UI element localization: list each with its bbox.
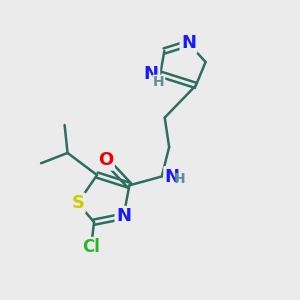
Text: S: S xyxy=(71,194,84,212)
Text: Cl: Cl xyxy=(82,238,100,256)
Text: N: N xyxy=(116,207,131,225)
Text: N: N xyxy=(144,65,159,83)
Text: O: O xyxy=(98,151,113,169)
Text: H: H xyxy=(153,75,165,89)
Text: N: N xyxy=(165,167,180,185)
Text: H: H xyxy=(174,172,186,186)
Text: N: N xyxy=(181,34,196,52)
